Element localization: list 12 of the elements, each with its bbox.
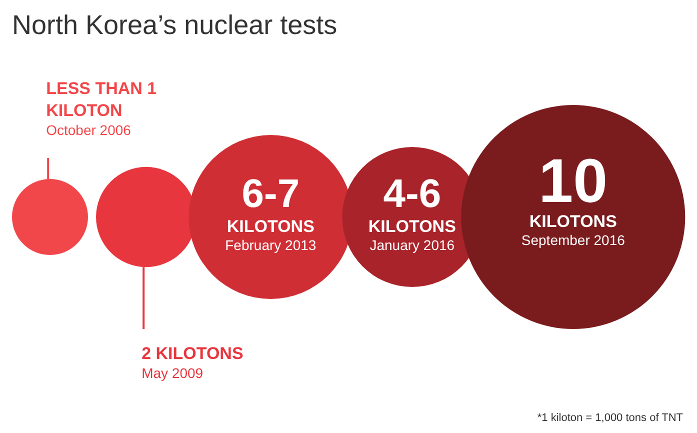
data-label: LESS THAN 1 KILOTON bbox=[46, 79, 157, 120]
category-label: September 2016 bbox=[521, 232, 626, 248]
data-label: 10 KILOTONS bbox=[529, 147, 617, 231]
category-label: May 2009 bbox=[142, 365, 204, 382]
category-label: January 2016 bbox=[370, 237, 455, 253]
category-label: October 2006 bbox=[46, 122, 132, 138]
category-label: February 2013 bbox=[225, 237, 316, 253]
text: *1 kiloton = 1,000 tons of TNT bbox=[537, 412, 684, 424]
data-label: 6-7 KILOTONS bbox=[226, 172, 314, 236]
data-label: 4-6 KILOTONS bbox=[368, 172, 456, 236]
text: North Korea’s nuclear tests bbox=[12, 10, 338, 40]
data-label: 2 KILOTONS bbox=[142, 344, 244, 364]
